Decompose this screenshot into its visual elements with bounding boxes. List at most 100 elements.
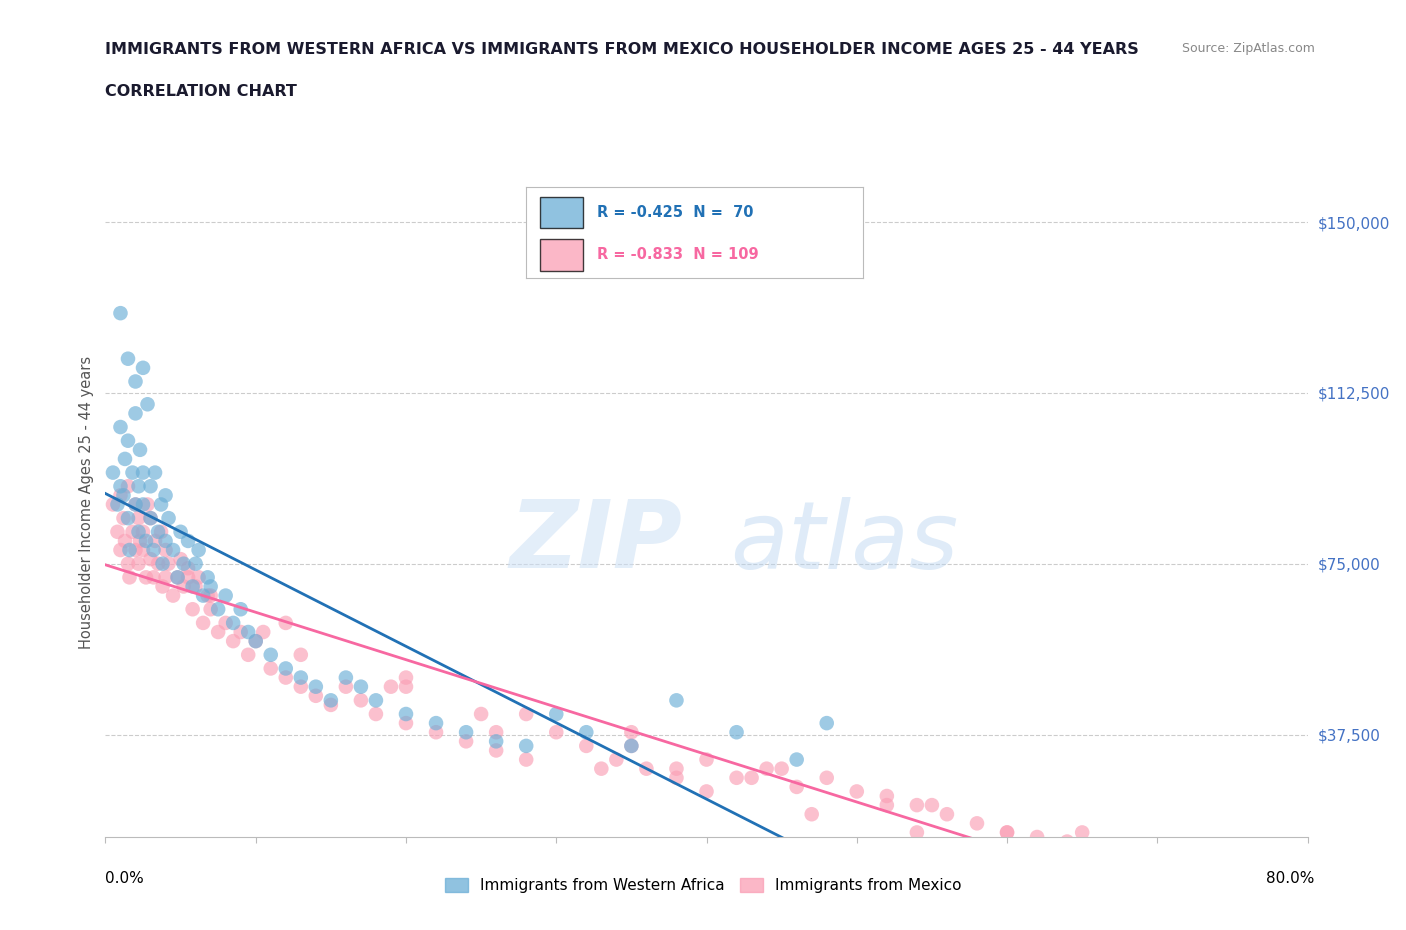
Point — [274, 616, 297, 631]
Point — [1191, 852, 1213, 867]
Point — [173, 556, 195, 571]
Point — [191, 616, 214, 631]
Point — [142, 570, 165, 585]
Point — [124, 374, 146, 389]
Point — [117, 556, 139, 571]
Text: 80.0%: 80.0% — [1267, 871, 1315, 886]
Point — [1071, 825, 1094, 840]
Point — [177, 561, 200, 576]
Point — [238, 647, 260, 662]
Point — [290, 647, 312, 662]
Point — [395, 679, 418, 694]
Point — [112, 488, 135, 503]
Point — [152, 579, 174, 594]
Point — [124, 497, 146, 512]
Point — [184, 556, 207, 571]
Point — [110, 419, 132, 434]
Point — [425, 716, 447, 731]
Point — [575, 738, 598, 753]
Point — [305, 688, 328, 703]
Point — [290, 671, 312, 685]
Point — [995, 825, 1018, 840]
Point — [260, 661, 283, 676]
Point — [995, 825, 1018, 840]
Point — [128, 525, 150, 539]
Point — [107, 497, 129, 512]
Point — [1085, 844, 1108, 858]
Point — [128, 556, 150, 571]
Point — [181, 602, 204, 617]
Point — [515, 752, 537, 767]
Point — [876, 789, 898, 804]
Text: 0.0%: 0.0% — [105, 871, 145, 886]
Point — [1146, 861, 1168, 876]
Point — [620, 724, 643, 739]
Point — [114, 451, 136, 466]
Point — [132, 497, 155, 512]
Point — [136, 497, 159, 512]
Point — [155, 488, 177, 503]
Point — [143, 534, 166, 549]
Point — [128, 511, 150, 525]
Point — [101, 465, 124, 480]
Point — [1175, 870, 1198, 885]
Point — [546, 707, 568, 722]
Point — [110, 488, 132, 503]
Point — [146, 556, 169, 571]
Point — [485, 734, 508, 749]
Point — [845, 784, 868, 799]
Point — [191, 588, 214, 603]
Point — [169, 525, 191, 539]
Point — [260, 647, 283, 662]
Point — [620, 738, 643, 753]
Point — [142, 542, 165, 557]
Point — [815, 770, 838, 785]
Point — [238, 625, 260, 640]
Point — [169, 551, 191, 566]
Point — [110, 479, 132, 494]
Point — [166, 570, 188, 585]
Point — [139, 479, 162, 494]
Point — [274, 661, 297, 676]
Point — [319, 693, 342, 708]
Point — [139, 511, 162, 525]
Point — [143, 465, 166, 480]
Point — [305, 679, 328, 694]
Y-axis label: Householder Income Ages 25 - 44 years: Householder Income Ages 25 - 44 years — [79, 355, 94, 649]
Point — [335, 679, 357, 694]
Point — [546, 724, 568, 739]
Point — [454, 734, 477, 749]
Text: atlas: atlas — [731, 497, 959, 588]
Point — [591, 762, 613, 777]
Point — [1026, 830, 1049, 844]
Point — [177, 534, 200, 549]
Point — [157, 556, 180, 571]
Point — [470, 707, 492, 722]
Point — [380, 679, 402, 694]
Point — [364, 707, 387, 722]
Point — [1206, 875, 1229, 890]
Point — [155, 570, 177, 585]
Point — [124, 542, 146, 557]
Point — [214, 616, 236, 631]
Point — [101, 497, 124, 512]
Point — [177, 570, 200, 585]
Point — [162, 588, 184, 603]
Point — [319, 698, 342, 712]
Point — [132, 361, 155, 376]
Point — [117, 352, 139, 366]
Point — [274, 671, 297, 685]
Point — [636, 762, 658, 777]
Point — [152, 556, 174, 571]
Point — [665, 762, 688, 777]
Point — [515, 738, 537, 753]
Point — [132, 525, 155, 539]
Point — [770, 762, 793, 777]
Point — [129, 443, 152, 458]
Point — [166, 570, 188, 585]
Point — [136, 397, 159, 412]
Point — [107, 525, 129, 539]
Point — [725, 724, 748, 739]
Point — [184, 579, 207, 594]
Point — [135, 570, 157, 585]
